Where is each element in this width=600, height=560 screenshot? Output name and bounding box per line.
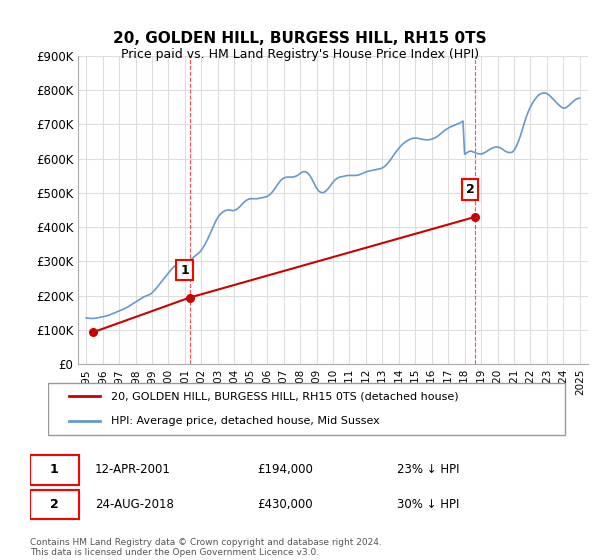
Point <box>185 293 194 302</box>
Point <box>470 212 480 221</box>
Text: 23% ↓ HPI: 23% ↓ HPI <box>397 464 460 477</box>
Text: £430,000: £430,000 <box>257 498 313 511</box>
Point <box>88 328 98 337</box>
FancyBboxPatch shape <box>48 383 565 435</box>
Text: 30% ↓ HPI: 30% ↓ HPI <box>397 498 460 511</box>
Text: 2: 2 <box>50 498 59 511</box>
Text: 2: 2 <box>466 183 475 196</box>
Text: Price paid vs. HM Land Registry's House Price Index (HPI): Price paid vs. HM Land Registry's House … <box>121 48 479 60</box>
Text: 20, GOLDEN HILL, BURGESS HILL, RH15 0TS: 20, GOLDEN HILL, BURGESS HILL, RH15 0TS <box>113 31 487 46</box>
Text: 24-AUG-2018: 24-AUG-2018 <box>95 498 173 511</box>
Text: 1: 1 <box>50 464 59 477</box>
Text: £194,000: £194,000 <box>257 464 313 477</box>
Text: HPI: Average price, detached house, Mid Sussex: HPI: Average price, detached house, Mid … <box>110 416 379 426</box>
Text: Contains HM Land Registry data © Crown copyright and database right 2024.
This d: Contains HM Land Registry data © Crown c… <box>30 538 382 557</box>
Text: 1: 1 <box>180 264 189 277</box>
FancyBboxPatch shape <box>30 489 79 519</box>
Text: 20, GOLDEN HILL, BURGESS HILL, RH15 0TS (detached house): 20, GOLDEN HILL, BURGESS HILL, RH15 0TS … <box>110 391 458 402</box>
FancyBboxPatch shape <box>30 455 79 485</box>
Text: 12-APR-2001: 12-APR-2001 <box>95 464 170 477</box>
